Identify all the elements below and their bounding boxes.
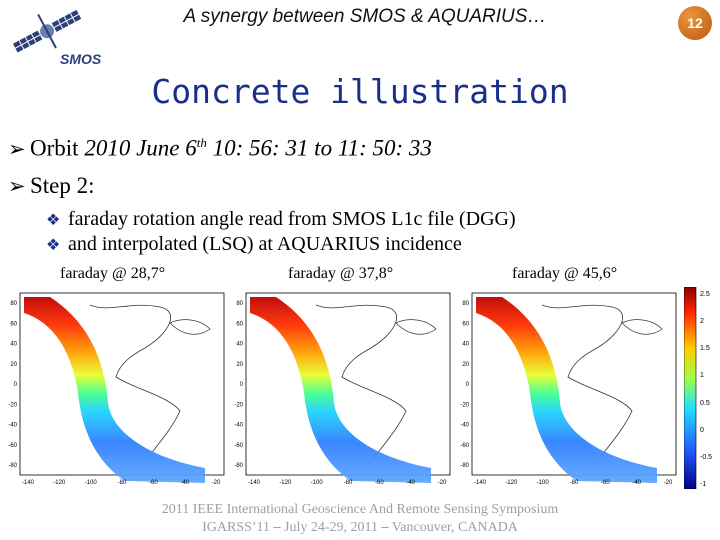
map-y-tick-label: -40 <box>8 423 17 429</box>
bullet-date-sup: th <box>196 135 207 150</box>
map-x-tick-label: -140 <box>22 480 35 486</box>
map-y-tick-label: 80 <box>236 301 243 307</box>
plot-label-1: faraday @ 28,7° <box>60 265 166 282</box>
map-y-tick-label: 0 <box>14 382 18 388</box>
map-y-tick-label: 60 <box>462 321 469 327</box>
smos-logo: SMOS <box>12 9 102 67</box>
map-y-tick-label: 20 <box>10 362 17 368</box>
map-y-tick-label: 60 <box>236 321 243 327</box>
bullet-time: 10: 56: 31 to 11: 50: 33 <box>206 135 432 161</box>
coastline-greenland <box>621 319 663 335</box>
colorbar-tick-label: 0.5 <box>700 399 710 407</box>
map-y-tick-label: -40 <box>460 423 469 429</box>
map-x-tick-label: -40 <box>406 480 415 486</box>
faraday-swath <box>476 297 657 483</box>
bullet-date: 2010 June 6 <box>84 135 197 161</box>
map-x-tick-label: -80 <box>118 480 127 486</box>
map-x-tick-label: -140 <box>248 480 261 486</box>
colorbar-ticks: 2.5 2 1.5 1 0.5 0 -0.5 -1 <box>700 287 720 489</box>
colorbar-tick-label: 1.5 <box>700 345 710 353</box>
faraday-swath <box>24 297 205 483</box>
map-y-tick-label: -60 <box>460 443 469 449</box>
map-x-tick-label: -20 <box>664 480 673 486</box>
header-title: A synergy between SMOS & AQUARIUS… <box>183 6 547 27</box>
map-y-tick-label: 40 <box>462 342 469 348</box>
colorbar-tick-label: 2 <box>700 318 704 326</box>
bullet-step: ➢ Step 2: <box>8 173 95 199</box>
map-x-tick-label: -120 <box>53 480 66 486</box>
map-y-tick-label: 80 <box>462 301 469 307</box>
slide-number-badge: 12 <box>678 6 712 40</box>
map-x-tick-label: -40 <box>180 480 189 486</box>
map-y-tick-label: 0 <box>466 382 470 388</box>
map-y-tick-label: 20 <box>236 362 243 368</box>
map-x-tick-label: -80 <box>570 480 579 486</box>
sub-bullet-text: faraday rotation angle read from SMOS L1… <box>68 208 516 230</box>
bullet-text: Step 2: <box>30 173 95 198</box>
map-x-tick-label: -100 <box>85 480 98 486</box>
map-x-tick-label: -20 <box>212 480 221 486</box>
footer-location: IGARSS’11 ⎯ July 24-29, 2011 ⎯ Vancouver… <box>202 520 518 535</box>
coastline <box>541 304 633 472</box>
bullet-text: Orbit <box>30 135 85 161</box>
map-x-tick-label: -40 <box>632 480 641 486</box>
map-x-tick-label: -120 <box>505 480 518 486</box>
coastline-greenland <box>395 319 437 335</box>
sub-bullet-interpolated: ❖ and interpolated (LSQ) at AQUARIUS inci… <box>46 233 462 256</box>
map-y-tick-label: 80 <box>10 301 17 307</box>
diamond-bullet-icon: ❖ <box>46 237 61 254</box>
faraday-map-3: 80 60 40 20 0 -20 -40 -60 -80 -140 -120 -100 -80 -60 -… <box>460 292 677 486</box>
map-y-tick-label: -60 <box>234 443 243 449</box>
coastline <box>315 304 407 472</box>
colorbar-tick-label: 0 <box>700 426 704 434</box>
map-y-tick-label: 60 <box>10 321 17 327</box>
coastline-greenland <box>169 319 211 335</box>
logo-text: SMOS <box>60 51 102 67</box>
diamond-bullet-icon: ❖ <box>46 212 61 229</box>
faraday-swath <box>250 297 431 483</box>
map-x-tick-label: -140 <box>474 480 487 486</box>
map-y-tick-label: -60 <box>8 443 17 449</box>
map-x-tick-label: -60 <box>375 480 384 486</box>
map-y-tick-label: 40 <box>10 342 17 348</box>
map-x-tick-label: -100 <box>537 480 550 486</box>
plot-label-3: faraday @ 45,6° <box>512 265 618 282</box>
faraday-map-1: 80 60 40 20 0 -20 -40 -60 -80 -140 -120 -100 -80 -60 -… <box>8 292 225 486</box>
map-y-tick-label: -20 <box>8 402 17 408</box>
map-x-tick-label: -120 <box>279 480 292 486</box>
map-y-tick-label: -20 <box>460 402 469 408</box>
map-y-tick-label: 40 <box>236 342 243 348</box>
map-x-tick-label: -80 <box>344 480 353 486</box>
map-x-tick-label: -100 <box>311 480 324 486</box>
footer-conference: 2011 IEEE International Geoscience And R… <box>161 502 559 517</box>
map-y-tick-label: -80 <box>234 463 243 469</box>
colorbar-tick-label: -0.5 <box>700 453 713 461</box>
sub-bullet-faraday: ❖ faraday rotation angle read from SMOS L… <box>46 208 516 231</box>
colorbar-tick-label: 1 <box>700 372 704 380</box>
map-x-tick-label: -60 <box>601 480 610 486</box>
map-y-tick-label: -80 <box>460 463 469 469</box>
bullet-orbit: ➢ Orbit 2010 June 6th 10: 56: 31 to 11: 5… <box>8 135 432 162</box>
arrow-bullet-icon: ➢ <box>8 136 26 161</box>
map-x-tick-label: -20 <box>438 480 447 486</box>
colorbar <box>684 287 697 489</box>
map-x-tick-label: -60 <box>149 480 158 486</box>
slide-title: Concrete illustration <box>151 72 569 111</box>
coastline <box>89 304 181 472</box>
colorbar-tick-label: -1 <box>700 481 707 488</box>
map-y-tick-label: 20 <box>462 362 469 368</box>
map-y-tick-label: -20 <box>234 402 243 408</box>
arrow-bullet-icon: ➢ <box>8 174 26 198</box>
map-y-tick-label: -80 <box>8 463 17 469</box>
faraday-map-2: 80 60 40 20 0 -20 -40 -60 -80 -140 -120 -100 -80 -60 -… <box>234 292 451 486</box>
colorbar-tick-label: 2.5 <box>700 291 710 298</box>
map-y-tick-label: -40 <box>234 423 243 429</box>
map-y-tick-label: 0 <box>240 382 244 388</box>
plot-label-2: faraday @ 37,8° <box>288 265 394 282</box>
sub-bullet-text: and interpolated (LSQ) at AQUARIUS incid… <box>68 233 462 255</box>
